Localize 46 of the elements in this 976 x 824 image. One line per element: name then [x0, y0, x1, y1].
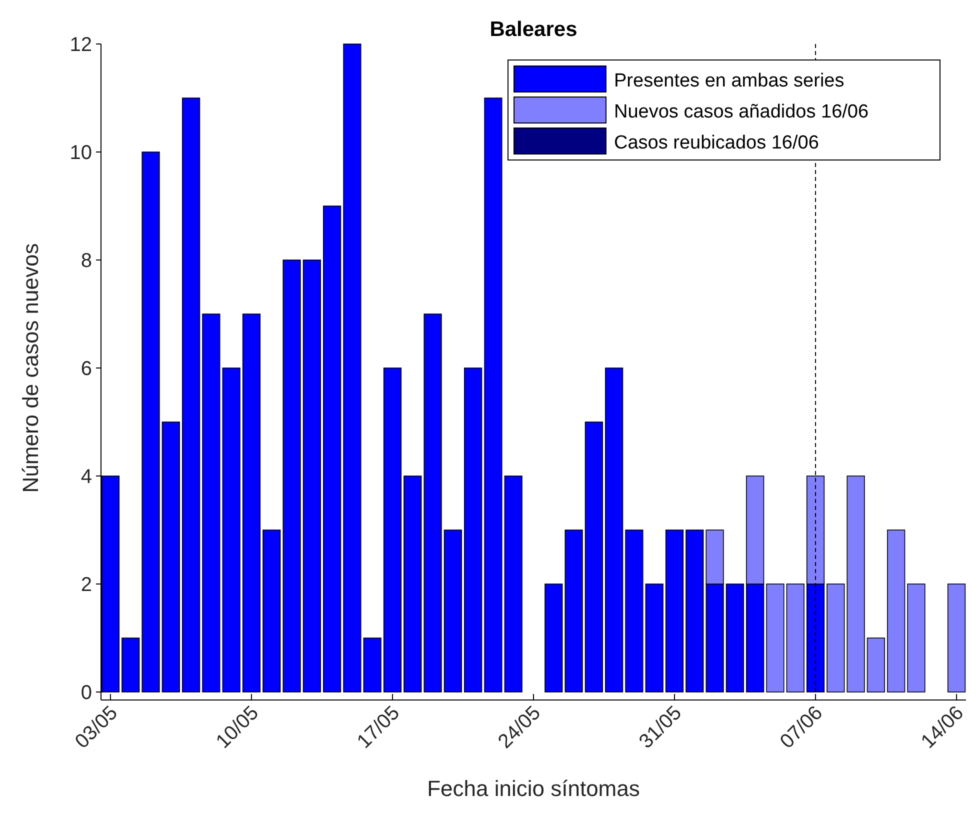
bar — [322, 206, 342, 692]
legend-label: Casos reubicados 16/06 — [614, 132, 819, 154]
bar — [846, 476, 865, 692]
bar — [605, 368, 624, 692]
bar — [444, 530, 462, 692]
legend-label: Presentes en ambas series — [614, 70, 844, 92]
bar — [564, 530, 583, 692]
bar — [404, 476, 422, 692]
bar — [202, 314, 220, 692]
y-axis-title: Número de casos nuevos — [18, 243, 43, 493]
bar — [142, 152, 160, 692]
y-tick-label: 0 — [80, 682, 92, 704]
bar — [282, 260, 301, 692]
bar — [544, 584, 563, 692]
bar — [584, 422, 603, 692]
bar — [866, 638, 886, 692]
y-tick-label: 2 — [80, 574, 92, 596]
bar — [343, 44, 362, 692]
bar — [907, 584, 926, 692]
bar — [826, 584, 845, 692]
bar — [484, 98, 502, 692]
bar — [766, 584, 784, 692]
x-axis-title: Fecha inicio síntomas — [427, 776, 640, 801]
bar — [887, 530, 906, 692]
y-tick-label: 10 — [70, 142, 92, 164]
y-tick-label: 4 — [80, 466, 92, 488]
bar — [625, 530, 644, 692]
y-tick-label: 12 — [70, 34, 92, 56]
bar — [262, 530, 281, 692]
bar — [122, 638, 140, 692]
bar — [464, 368, 482, 692]
y-tick-label: 8 — [80, 250, 92, 272]
bar — [686, 530, 704, 692]
bar — [424, 314, 442, 692]
bar — [504, 476, 522, 692]
bar — [222, 368, 240, 692]
bar — [726, 584, 744, 692]
bar — [786, 584, 804, 692]
y-tick-label: 6 — [80, 358, 92, 380]
bar — [182, 98, 200, 692]
legend-label: Nuevos casos añadidos 16/06 — [614, 102, 869, 123]
bar — [645, 584, 664, 692]
chart-title: Baleares — [490, 18, 578, 41]
bar — [162, 422, 180, 692]
bar — [363, 638, 382, 692]
bar — [302, 260, 321, 692]
